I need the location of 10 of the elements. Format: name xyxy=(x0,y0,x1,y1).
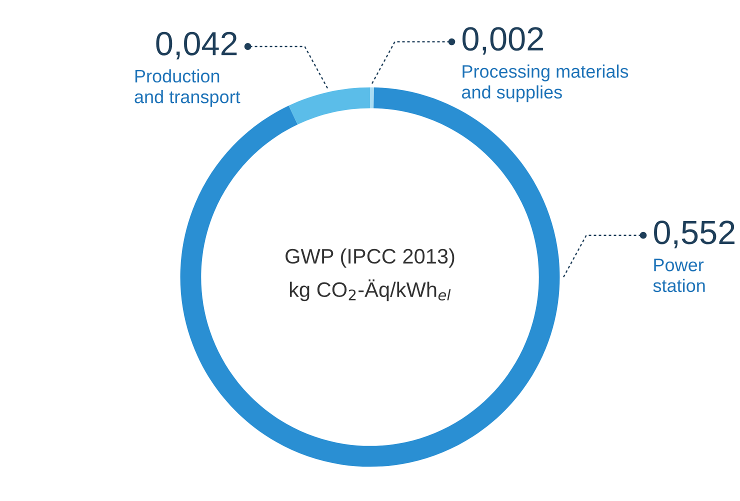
data-label: 0,042 xyxy=(156,32,237,60)
text: kg CO$_{2}$-Äq/kWh$_{el}$ xyxy=(290,279,451,302)
slice-label: Power station xyxy=(653,258,705,292)
text: GWP (IPCC 2013) xyxy=(286,248,454,268)
donut-slice xyxy=(288,87,370,124)
slice-label: Production and transport xyxy=(134,69,240,107)
data-label: 0,552 xyxy=(654,220,734,248)
donut-slice xyxy=(370,87,374,108)
data-label: 0,002 xyxy=(462,27,543,55)
slice-label: Processing materials and supplies xyxy=(462,64,628,102)
